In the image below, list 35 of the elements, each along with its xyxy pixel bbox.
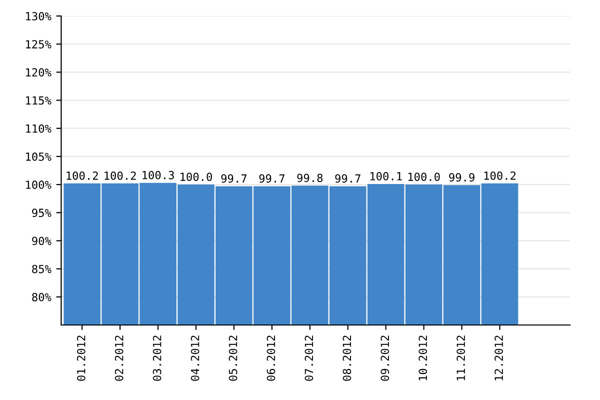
x-tick-label: 08.2012 <box>342 336 352 381</box>
data-label: 100.0 <box>180 172 212 182</box>
x-tick-label: 09.2012 <box>380 336 390 381</box>
data-label: 100.0 <box>408 172 440 182</box>
y-tick-label: 120% <box>26 68 52 77</box>
y-tick-label: 100% <box>26 180 52 189</box>
x-tick-label: 12.2012 <box>494 336 504 380</box>
data-label: 99.7 <box>335 174 360 183</box>
data-label: 100.3 <box>142 170 174 180</box>
data-label: 100.2 <box>484 171 516 180</box>
y-tick-label: 90% <box>32 236 52 246</box>
x-tick-label: 05.2012 <box>228 336 238 381</box>
y-tick-label: 130% <box>26 12 52 20</box>
x-tick-label: 11.2012 <box>456 336 466 380</box>
x-tick-label: 07.2012 <box>304 336 314 381</box>
x-tick-label: 10.2012 <box>418 336 428 380</box>
y-tick-label: 110% <box>26 124 52 133</box>
x-tick-label: 03.2012 <box>152 336 162 381</box>
data-label: 99.9 <box>449 173 474 182</box>
x-tick-label: 01.2012 <box>76 336 86 381</box>
y-tick-label: 95% <box>32 208 52 218</box>
data-label: 100.1 <box>370 172 402 180</box>
y-tick-label: 85% <box>32 264 52 274</box>
y-tick-label: 125% <box>26 40 52 48</box>
data-label: 99.8 <box>297 174 323 182</box>
data-label: 100.2 <box>66 171 98 180</box>
data-label: 100.2 <box>104 171 136 180</box>
data-label: 99.7 <box>221 174 247 183</box>
y-tick-label: 80% <box>32 292 52 302</box>
x-tick-label: 02.2012 <box>114 336 124 381</box>
x-tick-label: 04.2012 <box>190 336 200 381</box>
y-tick-label: 115% <box>26 96 52 105</box>
data-label: 99.7 <box>259 174 284 183</box>
x-tick-label: 06.2012 <box>266 336 276 381</box>
y-tick-label: 105% <box>26 152 52 161</box>
